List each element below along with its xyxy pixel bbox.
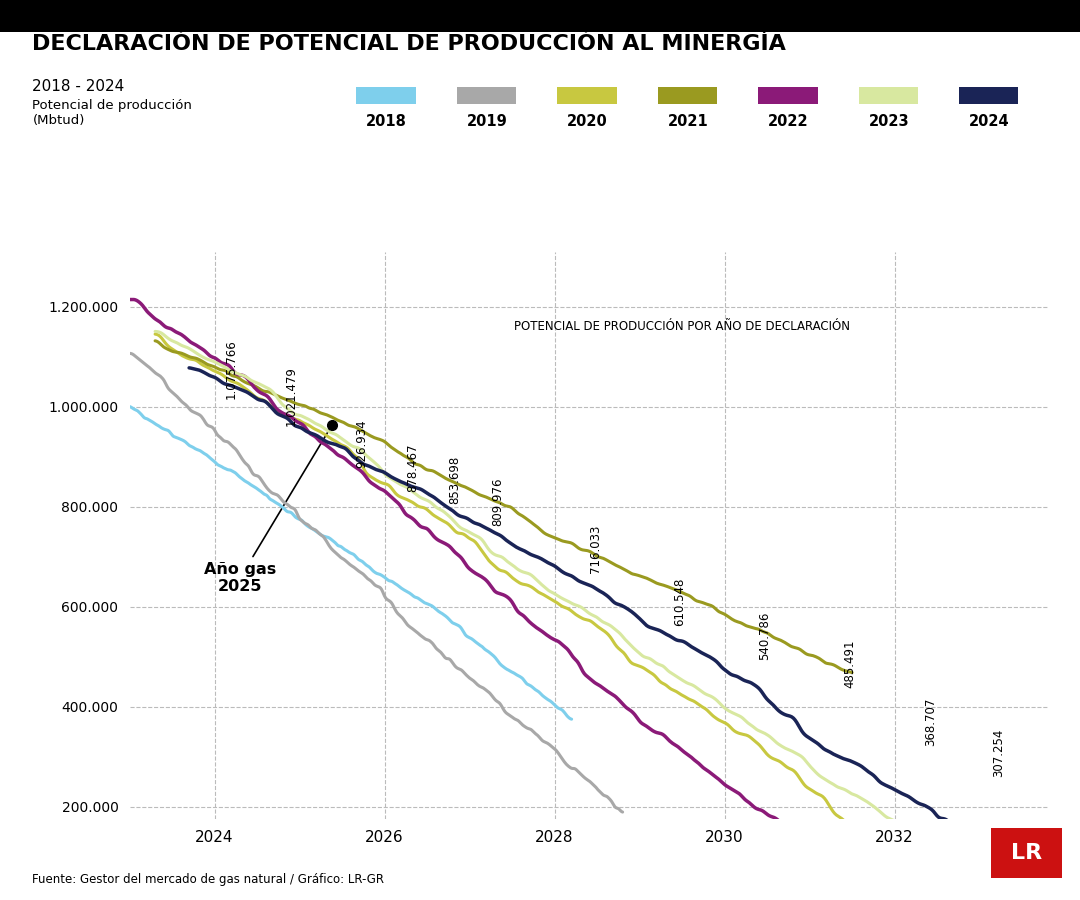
Text: 307.254: 307.254 <box>993 729 1005 777</box>
Text: 2018: 2018 <box>366 114 407 130</box>
Text: 2023: 2023 <box>868 114 909 130</box>
Text: 878.467: 878.467 <box>406 444 419 491</box>
Text: LR: LR <box>1011 842 1042 863</box>
Text: 2018 - 2024: 2018 - 2024 <box>32 79 124 94</box>
Text: 2019: 2019 <box>467 114 508 130</box>
Text: Potencial de producción: Potencial de producción <box>32 99 192 112</box>
Text: 610.548: 610.548 <box>674 577 687 625</box>
Text: POTENCIAL DE PRODUCCIÓN POR AÑO DE DECLARACIÓN: POTENCIAL DE PRODUCCIÓN POR AÑO DE DECLA… <box>514 320 850 333</box>
Text: 2020: 2020 <box>567 114 608 130</box>
Text: DECLARACIÓN DE POTENCIAL DE PRODUCCIÓN AL MINERGÍA: DECLARACIÓN DE POTENCIAL DE PRODUCCIÓN A… <box>32 34 786 54</box>
Text: Fuente: Gestor del mercado de gas natural / Gráfico: LR-GR: Fuente: Gestor del mercado de gas natura… <box>32 874 384 886</box>
Text: 368.707: 368.707 <box>924 698 937 746</box>
Text: 2022: 2022 <box>768 114 809 130</box>
Text: 926.934: 926.934 <box>355 419 368 468</box>
Text: 1.021.479: 1.021.479 <box>284 366 297 426</box>
Text: 2021: 2021 <box>667 114 708 130</box>
Text: 853.698: 853.698 <box>448 455 461 504</box>
Text: 716.033: 716.033 <box>589 525 602 573</box>
Text: 1.075.766: 1.075.766 <box>225 339 238 399</box>
Text: (Mbtud): (Mbtud) <box>32 114 84 127</box>
Text: 540.786: 540.786 <box>758 612 771 661</box>
Text: 809.976: 809.976 <box>490 478 504 526</box>
Text: 2024: 2024 <box>969 114 1010 130</box>
Text: Año gas
2025: Año gas 2025 <box>204 428 330 594</box>
Text: 485.491: 485.491 <box>843 640 856 688</box>
